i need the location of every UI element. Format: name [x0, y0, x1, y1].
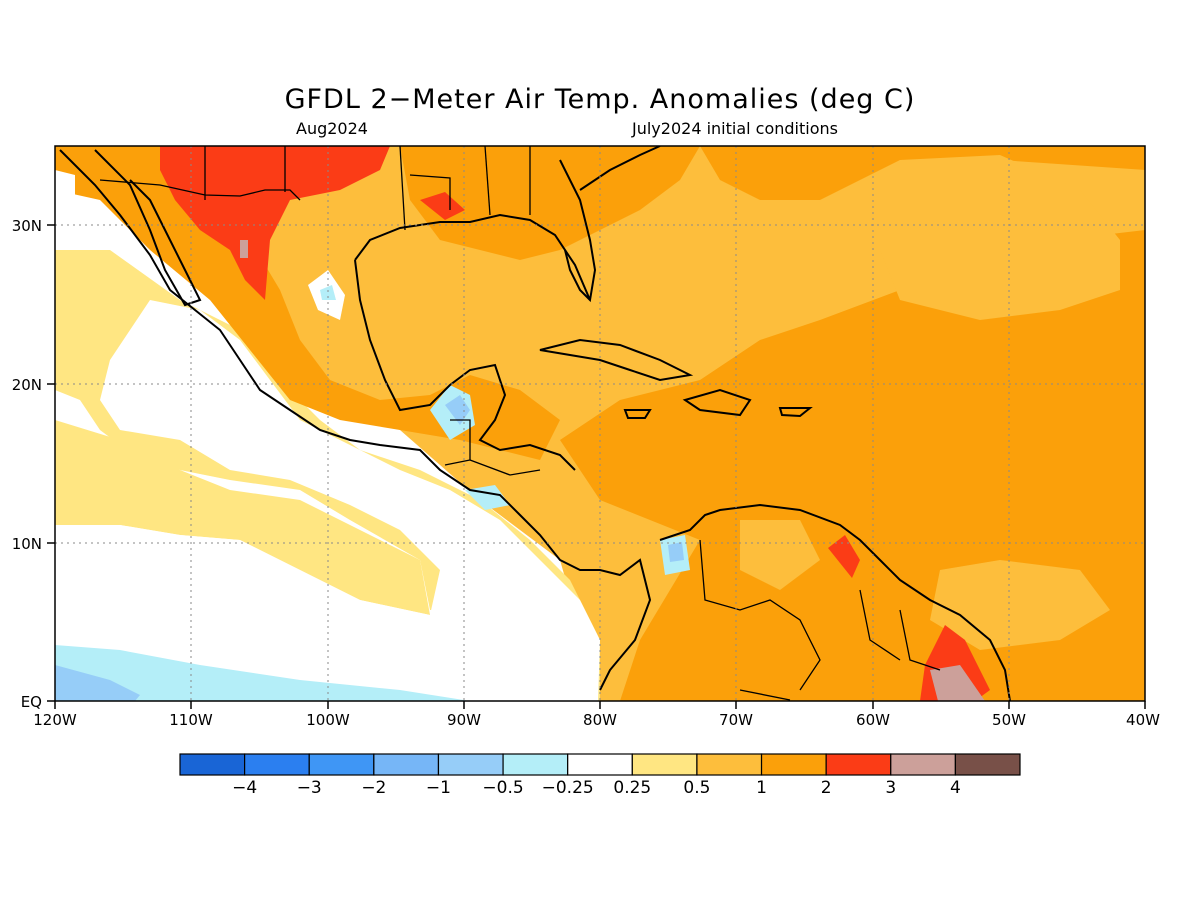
- colorbar-label: 0.5: [683, 778, 710, 798]
- lat-label: 10N: [12, 535, 42, 553]
- initial-conditions: July2024 initial conditions: [632, 119, 838, 138]
- anomaly-region-weak-positive-venezuela: [740, 520, 820, 590]
- colorbar-swatch: [244, 753, 310, 776]
- colorbar-label: 4: [950, 778, 961, 798]
- colorbar-swatch: [760, 753, 827, 776]
- longitude-labels: 120W 110W 100W 90W 80W 70W 60W 50W 40W: [33, 711, 1160, 729]
- borders: [99, 146, 941, 701]
- colorbar-labels: −4 −3 −2 −1 −0.5 −0.25 0.25 0.5 1 2 3 4: [232, 778, 961, 798]
- colorbar: [179, 753, 1021, 776]
- anomaly-region-positive-us: [400, 146, 700, 260]
- anomaly-spot-near-zero-baja: [55, 170, 75, 215]
- colorbar-swatch: [373, 753, 440, 776]
- gridlines: [55, 146, 1145, 701]
- lon-label: 40W: [1126, 711, 1160, 729]
- latitude-labels: EQ 10N 20N 30N: [12, 217, 42, 711]
- lon-label: 50W: [992, 711, 1026, 729]
- lon-label: 90W: [447, 711, 481, 729]
- colorbar-swatch: [567, 753, 633, 776]
- lon-label: 110W: [169, 711, 213, 729]
- lon-label: 60W: [856, 711, 890, 729]
- colorbar-swatch: [502, 753, 569, 776]
- colorbar-swatch: [179, 753, 246, 776]
- anomaly-region-weak-positive-atlantic: [880, 155, 1120, 320]
- colorbar-label: −3: [297, 778, 322, 798]
- colorbar-swatch: [954, 753, 1021, 776]
- colorbar-label: −2: [361, 778, 386, 798]
- lon-label: 120W: [33, 711, 77, 729]
- axis-ticks: [47, 224, 1146, 709]
- chart-title: GFDL 2−Meter Air Temp. Anomalies (deg C): [284, 84, 916, 115]
- lat-label: EQ: [21, 693, 42, 711]
- colorbar-label: −4: [232, 778, 257, 798]
- anomaly-region-near-zero: [55, 300, 600, 701]
- forecast-month: Aug2024: [296, 119, 368, 138]
- anomaly-spot-negative-colombia: [668, 542, 684, 562]
- colorbar-label: −0.25: [542, 778, 594, 798]
- colorbar-label: 2: [821, 778, 832, 798]
- colorbar-swatch: [825, 753, 892, 776]
- lon-label: 70W: [719, 711, 753, 729]
- anomaly-region-strong-positive-trinidad: [828, 535, 860, 578]
- anomaly-region-slight-negative: [55, 645, 470, 701]
- colorbar-swatch: [631, 753, 698, 776]
- colorbar-label: −1: [426, 778, 451, 798]
- colorbar-label: 1: [756, 778, 767, 798]
- colorbar-label: 3: [885, 778, 896, 798]
- lat-label: 30N: [12, 217, 42, 235]
- anomaly-spot-cool-mexico: [320, 285, 336, 300]
- anomaly-region-slight-positive-2: [55, 420, 430, 615]
- colorbar-swatch: [308, 753, 375, 776]
- anomaly-region-strong-positive-gulf-coast: [420, 192, 465, 220]
- anomaly-region-extreme-positive-mexico: [240, 240, 248, 258]
- colorbar-label: −0.5: [482, 778, 523, 798]
- lon-label: 100W: [306, 711, 350, 729]
- lat-label: 20N: [12, 376, 42, 394]
- anomaly-region-extreme-positive: [930, 665, 985, 701]
- colorbar-label: 0.25: [613, 778, 651, 798]
- anomaly-region-strong-positive-southwest: [160, 146, 390, 300]
- colorbar-swatch: [890, 753, 956, 776]
- colorbar-swatch: [437, 753, 504, 776]
- coastlines: [59, 146, 1011, 701]
- lon-label: 80W: [583, 711, 617, 729]
- colorbar-swatch: [696, 753, 763, 776]
- anomaly-region-positive-north-atlantic: [700, 146, 1145, 200]
- anomaly-region-negative: [55, 665, 140, 701]
